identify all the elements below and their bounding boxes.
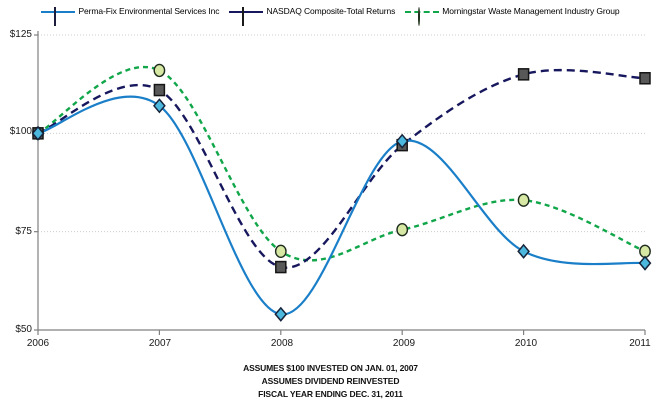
data-point-marker — [31, 125, 45, 141]
legend-label-perma-fix: Perma-Fix Environmental Services Inc — [78, 6, 220, 16]
x-tick-2011: 2011 — [629, 338, 651, 349]
legend-item-perma-fix: Perma-Fix Environmental Services Inc — [41, 6, 220, 26]
chart-footnotes: ASSUMES $100 INVESTED ON JAN. 01, 2007 A… — [0, 362, 661, 401]
plot-area: $125 $100 $75 $50 2006 2007 2008 2009 20… — [0, 22, 661, 352]
y-tick-100: $100 — [9, 126, 32, 137]
series-line — [37, 68, 646, 269]
x-tick-2006: 2006 — [26, 338, 50, 349]
data-point-marker — [517, 193, 530, 207]
legend-label-morningstar: Morningstar Waste Management Industry Gr… — [442, 6, 620, 16]
x-tick-2009: 2009 — [392, 338, 416, 349]
footnote-line-1: ASSUMES $100 INVESTED ON JAN. 01, 2007 — [243, 363, 418, 373]
data-point-marker — [638, 255, 652, 271]
data-point-marker — [274, 244, 287, 259]
data-point-marker — [275, 260, 287, 274]
chart-legend: Perma-Fix Environmental Services Inc NAS… — [0, 0, 661, 26]
footnote-line-2: ASSUMES DIVIDEND REINVESTED — [261, 376, 400, 386]
x-tick-2010: 2010 — [514, 338, 538, 349]
square-marker-icon — [229, 6, 264, 26]
legend-item-morningstar: Morningstar Waste Management Industry Gr… — [405, 6, 620, 26]
data-point-marker — [153, 63, 166, 78]
data-point-marker — [153, 98, 166, 114]
data-point-marker — [517, 243, 530, 259]
legend-label-nasdaq: NASDAQ Composite-Total Returns — [266, 6, 396, 16]
data-point-marker — [153, 83, 166, 97]
y-tick-50: $50 — [15, 324, 32, 335]
data-point-marker — [274, 306, 288, 322]
data-point-marker — [396, 222, 409, 237]
data-point-marker — [395, 133, 409, 149]
series-line — [37, 66, 646, 262]
x-tick-2008: 2008 — [270, 338, 294, 349]
y-tick-125: $125 — [9, 29, 32, 40]
plot-svg — [31, 31, 652, 335]
diamond-marker-icon — [41, 6, 76, 26]
y-tick-75: $75 — [15, 226, 32, 237]
footnote-line-3: FISCAL YEAR ENDING DEC. 31, 2011 — [258, 389, 403, 399]
x-tick-2007: 2007 — [148, 338, 172, 349]
data-point-marker — [639, 244, 651, 259]
data-point-marker — [517, 68, 530, 81]
legend-item-nasdaq: NASDAQ Composite-Total Returns — [229, 6, 396, 26]
circle-marker-icon — [405, 6, 440, 26]
data-point-marker — [639, 72, 651, 85]
series-line — [37, 95, 646, 316]
